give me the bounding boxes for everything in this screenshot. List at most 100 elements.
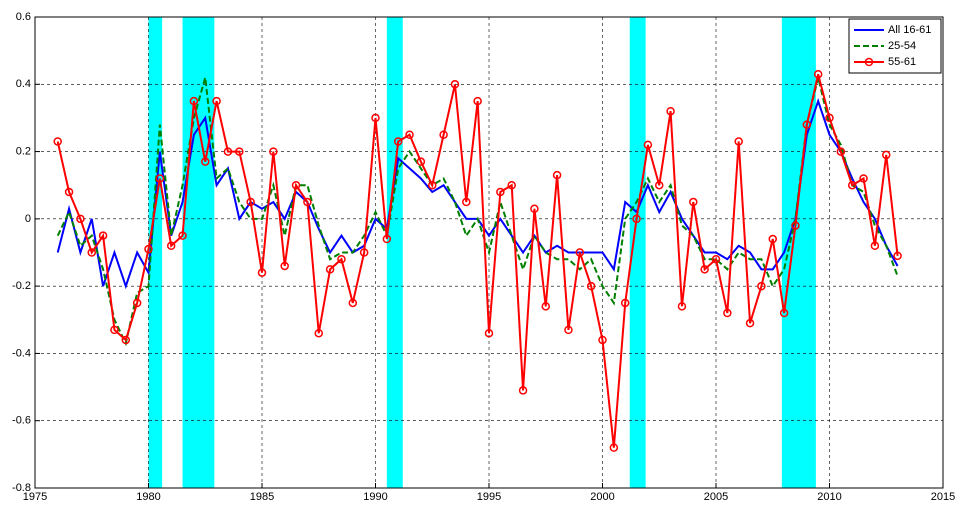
point: [64, 187, 74, 197]
point: [802, 120, 812, 129]
point: [666, 106, 675, 116]
point: [757, 281, 766, 291]
point: [575, 248, 585, 257]
point: [768, 234, 777, 244]
point: [235, 147, 244, 156]
point: [552, 170, 562, 180]
point: [314, 328, 323, 338]
point: [893, 251, 902, 261]
y-tick-label: 0: [25, 213, 31, 225]
legend-label: 25-54: [888, 40, 916, 52]
point: [484, 328, 494, 338]
point: [416, 157, 426, 166]
x-tick-label: 2000: [590, 491, 614, 503]
point: [246, 197, 255, 207]
point: [813, 69, 823, 79]
y-tick-label: -0.4: [12, 347, 31, 359]
point: [189, 96, 199, 106]
point: [201, 157, 210, 166]
shaded-range: [182, 17, 215, 488]
shaded-range: [386, 17, 403, 488]
point: [473, 96, 482, 106]
series-line: [56, 77, 899, 347]
point: [496, 187, 505, 197]
y-tick-label: 0.4: [16, 78, 31, 90]
x-tick-label: 1995: [477, 491, 501, 503]
point: [212, 96, 221, 106]
point: [700, 265, 709, 274]
point: [882, 150, 891, 160]
shaded-range: [781, 17, 816, 488]
point: [870, 241, 880, 251]
point: [87, 248, 96, 257]
point: [348, 298, 358, 308]
legend-label: All 16-61: [888, 24, 931, 36]
legend-label: 55-61: [888, 56, 916, 68]
x-tick-label: 1980: [136, 491, 160, 503]
point: [144, 244, 153, 254]
point: [155, 174, 165, 183]
point: [734, 137, 743, 146]
point: [121, 335, 131, 345]
point: [371, 113, 380, 123]
point: [689, 197, 698, 207]
point: [598, 335, 607, 345]
point: [166, 241, 176, 251]
point: [405, 130, 414, 139]
shaded-range: [629, 17, 646, 488]
point: [847, 180, 857, 190]
point: [620, 298, 630, 308]
point: [609, 443, 619, 452]
point: [462, 197, 471, 207]
point: [428, 180, 437, 190]
point: [337, 254, 346, 264]
point: [76, 214, 85, 224]
point: [518, 386, 528, 395]
point: [178, 231, 187, 240]
point: [791, 221, 800, 230]
series-line: [56, 73, 899, 448]
y-tick-label: -0.6: [12, 415, 31, 427]
point: [223, 147, 233, 156]
point: [393, 137, 403, 146]
point: [280, 261, 289, 271]
y-tick-label: -0.8: [12, 482, 31, 494]
point: [564, 325, 573, 335]
point: [98, 231, 108, 240]
point: [53, 137, 62, 146]
point: [825, 113, 834, 123]
point: [450, 80, 460, 89]
point: [291, 180, 301, 190]
point: [439, 130, 448, 139]
point: [723, 308, 732, 318]
plot-frame: [34, 16, 944, 489]
point: [507, 180, 516, 190]
point: [382, 234, 392, 244]
point: [859, 174, 868, 183]
point: [303, 197, 312, 207]
point: [269, 147, 278, 156]
y-tick-label: -0.2: [12, 280, 31, 292]
point: [325, 265, 335, 274]
x-tick-label: 1985: [250, 491, 274, 503]
point: [655, 180, 664, 190]
point: [110, 325, 119, 335]
point: [359, 248, 369, 257]
point: [836, 147, 846, 156]
x-tick-label: 2010: [817, 491, 841, 503]
y-tick-label: 0.6: [16, 11, 31, 23]
x-tick-label: 1975: [23, 491, 47, 503]
point: [643, 140, 653, 150]
point: [530, 204, 539, 214]
point: [257, 268, 267, 277]
x-tick-label: 2005: [704, 491, 728, 503]
point: [711, 254, 721, 264]
y-tick-label: 0.2: [16, 145, 31, 157]
point: [779, 308, 789, 318]
x-tick-label: 1990: [363, 491, 387, 503]
point: [586, 281, 596, 291]
x-tick-label: 2015: [931, 491, 955, 503]
point: [541, 302, 550, 311]
point: [745, 318, 755, 328]
